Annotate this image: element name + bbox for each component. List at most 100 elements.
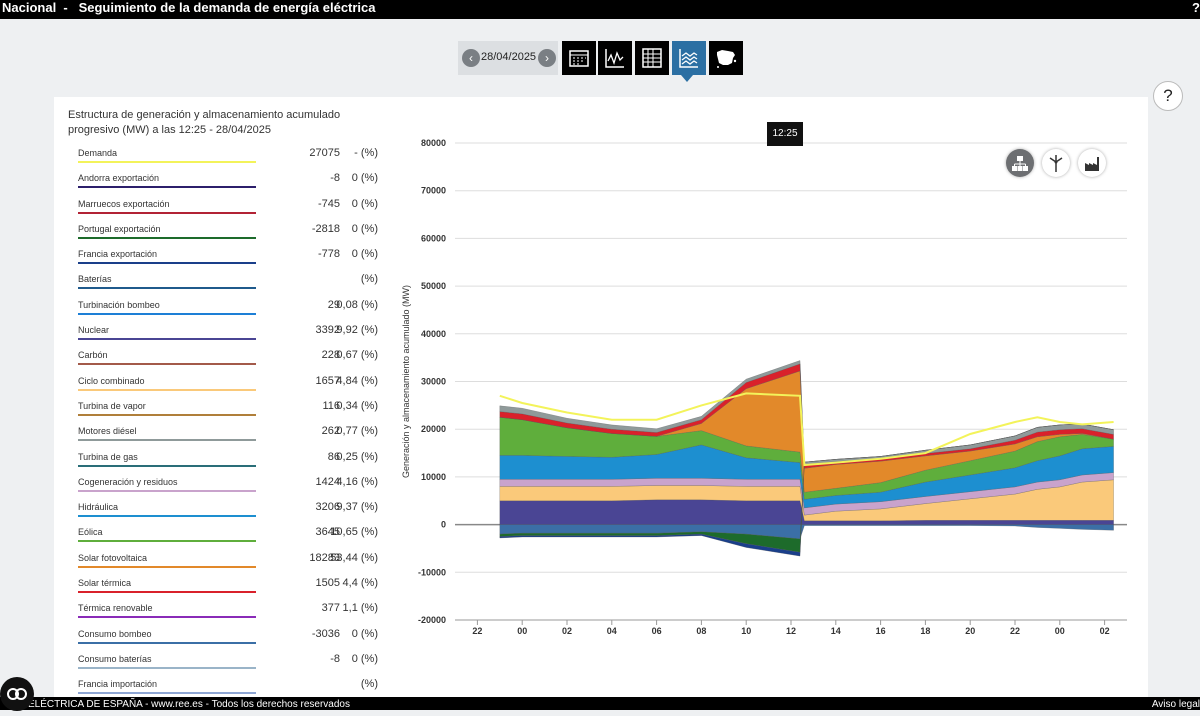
active-view-indicator <box>681 75 693 82</box>
legend-value: -3036 <box>311 627 340 640</box>
legend-value: -2818 <box>311 222 340 235</box>
legend-swatch <box>78 464 256 467</box>
legend-row[interactable]: Andorra exportación -8 0 (%) <box>78 168 378 193</box>
legend-value: 27075 <box>309 147 340 159</box>
legend-value: 3645 <box>315 526 340 539</box>
legend-row[interactable]: Turbinación bombeo 29 0,08 (%) <box>78 295 378 320</box>
x-tick-label: 20 <box>965 626 975 636</box>
legend-swatch <box>78 262 256 265</box>
legend-row[interactable]: Consumo baterías -8 0 (%) <box>78 649 378 674</box>
y-tick-label: -20000 <box>418 615 446 625</box>
legend-row[interactable]: Solar fotovoltaica 18283 53,44 (%) <box>78 548 378 573</box>
legend-swatch <box>78 388 256 391</box>
legend-label: Solar térmica <box>78 578 132 589</box>
legend-percent: 0,34 (%) <box>336 399 378 412</box>
legend-value: 1424 <box>315 475 340 488</box>
legend-label: Cogeneración y residuos <box>78 476 178 487</box>
table-button[interactable] <box>635 41 669 75</box>
legend-swatch <box>78 666 256 669</box>
cookie-settings-button[interactable] <box>0 677 34 711</box>
legend-row[interactable]: Marruecos exportación -745 0 (%) <box>78 194 378 219</box>
prev-date-icon[interactable]: ‹ <box>462 49 480 67</box>
x-tick-label: 14 <box>831 626 841 636</box>
legend-label: Turbinación bombeo <box>78 299 160 310</box>
x-tick-label: 22 <box>1010 626 1020 636</box>
network-icon <box>1012 156 1028 171</box>
y-tick-label: 30000 <box>421 377 446 387</box>
legend-swatch <box>78 692 256 695</box>
legend-row[interactable]: Cogeneración y residuos 1424 4,16 (%) <box>78 472 378 497</box>
legend-row[interactable]: Hidráulica 3206 9,37 (%) <box>78 497 378 522</box>
legend-row[interactable]: Francia exportación -778 0 (%) <box>78 244 378 269</box>
legend-swatch <box>78 515 256 518</box>
legend-swatch <box>78 591 256 594</box>
legend-row[interactable]: Francia importación (%) <box>78 674 378 699</box>
x-tick-label: 22 <box>472 626 482 636</box>
selected-date[interactable]: 28/04/2025 <box>481 51 537 63</box>
next-date-icon[interactable]: › <box>538 49 556 67</box>
y-tick-label: 70000 <box>421 186 446 196</box>
factory-icon <box>1085 157 1099 171</box>
table-icon <box>642 48 662 68</box>
legend-value: 116 <box>322 399 340 412</box>
legend-row[interactable]: Consumo bombeo -3036 0 (%) <box>78 624 378 649</box>
legend-percent: 53,44 (%) <box>330 551 378 564</box>
x-tick-label: 02 <box>562 626 572 636</box>
legend-percent: 0 (%) <box>351 222 378 235</box>
legend-label: Ciclo combinado <box>78 375 145 386</box>
legend-row[interactable]: Nuclear 3392 9,92 (%) <box>78 320 378 345</box>
legend-row[interactable]: Turbina de vapor 116 0,34 (%) <box>78 396 378 421</box>
legal-notice-link[interactable]: Aviso legal <box>1151 699 1200 710</box>
legend-swatch <box>78 641 256 644</box>
y-axis-title: Generación y almacenamiento acumulado (M… <box>401 285 411 478</box>
legend-label: Consumo baterías <box>78 653 152 664</box>
legend-row[interactable]: Térmica renovable 377 1,1 (%) <box>78 598 378 623</box>
legend-percent: 9,92 (%) <box>336 324 378 337</box>
legend-row[interactable]: Turbina de gas 86 0,25 (%) <box>78 447 378 472</box>
legend-label: Eólica <box>78 527 103 538</box>
legend-row[interactable]: Motores diésel 262 0,77 (%) <box>78 421 378 446</box>
line-chart-button[interactable] <box>598 41 632 75</box>
legend-swatch <box>78 413 256 416</box>
legend-percent: 0 (%) <box>351 627 378 640</box>
legend-percent: 0 (%) <box>351 248 378 261</box>
date-selector: ‹ 28/04/2025 › <box>458 41 558 75</box>
wind-button[interactable] <box>1042 149 1070 177</box>
legend-swatch <box>78 616 256 619</box>
legend-swatch <box>78 363 256 366</box>
legend-label: Solar fotovoltaica <box>78 552 148 563</box>
legend-value: 29 <box>327 298 340 311</box>
y-tick-label: 40000 <box>421 329 446 339</box>
calendar-button[interactable] <box>562 41 596 75</box>
legend-row[interactable]: Baterías (%) <box>78 269 378 294</box>
help-button[interactable]: ? <box>1153 81 1183 111</box>
legend-value: 1657 <box>315 374 340 387</box>
map-button[interactable] <box>709 41 743 75</box>
legend-label: Francia importación <box>78 679 158 690</box>
legend-percent: 0,08 (%) <box>336 298 378 311</box>
demand-line <box>499 392 1114 467</box>
legend-percent: 0 (%) <box>351 172 378 185</box>
legend-row[interactable]: Carbón 228 0,67 (%) <box>78 345 378 370</box>
legend-row[interactable]: Portugal exportación -2818 0 (%) <box>78 219 378 244</box>
x-tick-label: 10 <box>741 626 751 636</box>
calendar-icon <box>569 50 589 67</box>
legend-row[interactable]: Solar térmica 1505 4,4 (%) <box>78 573 378 598</box>
network-button[interactable] <box>1006 149 1034 177</box>
spain-map-icon <box>717 50 737 68</box>
legend-value: -8 <box>330 652 340 665</box>
legend-row[interactable]: Ciclo combinado 1657 4,84 (%) <box>78 371 378 396</box>
stacked-area-button[interactable] <box>672 41 706 75</box>
page-title: Nacional - Seguimiento de la demanda de … <box>2 0 376 15</box>
legend-swatch <box>78 338 256 341</box>
legend-label: Carbón <box>78 350 108 361</box>
legend-row[interactable]: Eólica 3645 10,65 (%) <box>78 522 378 547</box>
legend-label: Motores diésel <box>78 426 137 437</box>
legend-value: -778 <box>317 248 340 261</box>
x-tick-label: 06 <box>652 626 662 636</box>
y-tick-label: -10000 <box>418 567 446 577</box>
legend-row[interactable]: Demanda 27075 - (%) <box>78 143 378 168</box>
legend-percent: 0,25 (%) <box>336 450 378 463</box>
factory-button[interactable] <box>1078 149 1106 177</box>
